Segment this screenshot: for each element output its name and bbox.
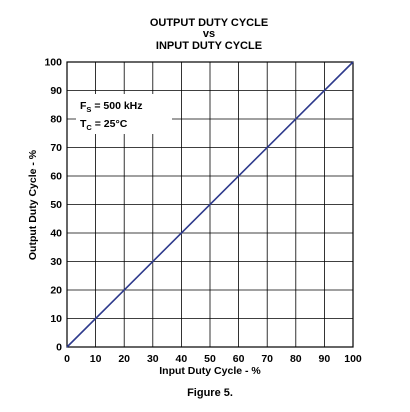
y-tick-label-10: 100 (44, 57, 62, 69)
annotation-fs: FS = 500 kHz (80, 100, 143, 114)
series-group (66, 61, 354, 348)
x-tick-label-4: 40 (176, 353, 188, 365)
y-tick-label-9: 90 (50, 85, 62, 97)
y-tick-label-0: 0 (56, 342, 62, 354)
x-tick-label-9: 90 (319, 353, 331, 365)
x-tick-label-2: 20 (118, 353, 130, 365)
x-axis-label: Input Duty Cycle - % (159, 365, 261, 377)
y-tick-labels: 0 10 20 30 40 50 60 70 80 90 100 (44, 57, 62, 354)
chart-title-line-1: OUTPUT DUTY CYCLE (150, 17, 268, 29)
annotation-tc-main: T (80, 118, 87, 130)
figure-caption: Figure 5. (187, 387, 233, 399)
x-tick-label-5: 50 (204, 353, 216, 365)
y-tick-label-6: 60 (50, 171, 62, 183)
plot-frame (66, 61, 354, 348)
annotation-tc-rest: = 25°C (92, 118, 128, 130)
x-tick-label-0: 0 (64, 353, 70, 365)
annotation-tc: TC = 25°C (80, 118, 128, 132)
annotation-fs-sub: S (86, 105, 91, 114)
x-tick-label-6: 60 (233, 353, 245, 365)
annotation-background (76, 94, 172, 134)
series-line-0 (66, 61, 354, 348)
chart-title-line-2: vs (203, 28, 215, 40)
grid (67, 62, 353, 347)
x-tick-label-7: 70 (261, 353, 273, 365)
y-axis-label: Output Duty Cycle - % (27, 149, 39, 260)
chart-title-line-3: INPUT DUTY CYCLE (156, 40, 262, 52)
x-tick-label-10: 100 (344, 353, 362, 365)
annotation-fs-main: F (80, 100, 87, 112)
y-tick-label-1: 10 (50, 313, 62, 325)
y-tick-label-3: 30 (50, 256, 62, 268)
x-tick-labels: 0 10 20 30 40 50 60 70 80 90 100 (64, 353, 362, 365)
x-tick-label-8: 80 (290, 353, 302, 365)
x-tick-label-1: 10 (90, 353, 102, 365)
annotation-fs-rest: = 500 kHz (91, 100, 142, 112)
y-tick-label-5: 50 (50, 199, 62, 211)
x-tick-label-3: 30 (147, 353, 159, 365)
annotation-tc-sub: C (86, 123, 92, 132)
y-tick-label-2: 20 (50, 285, 62, 297)
y-tick-label-4: 40 (50, 228, 62, 240)
y-tick-label-8: 80 (50, 114, 62, 126)
y-tick-label-7: 70 (50, 142, 62, 154)
